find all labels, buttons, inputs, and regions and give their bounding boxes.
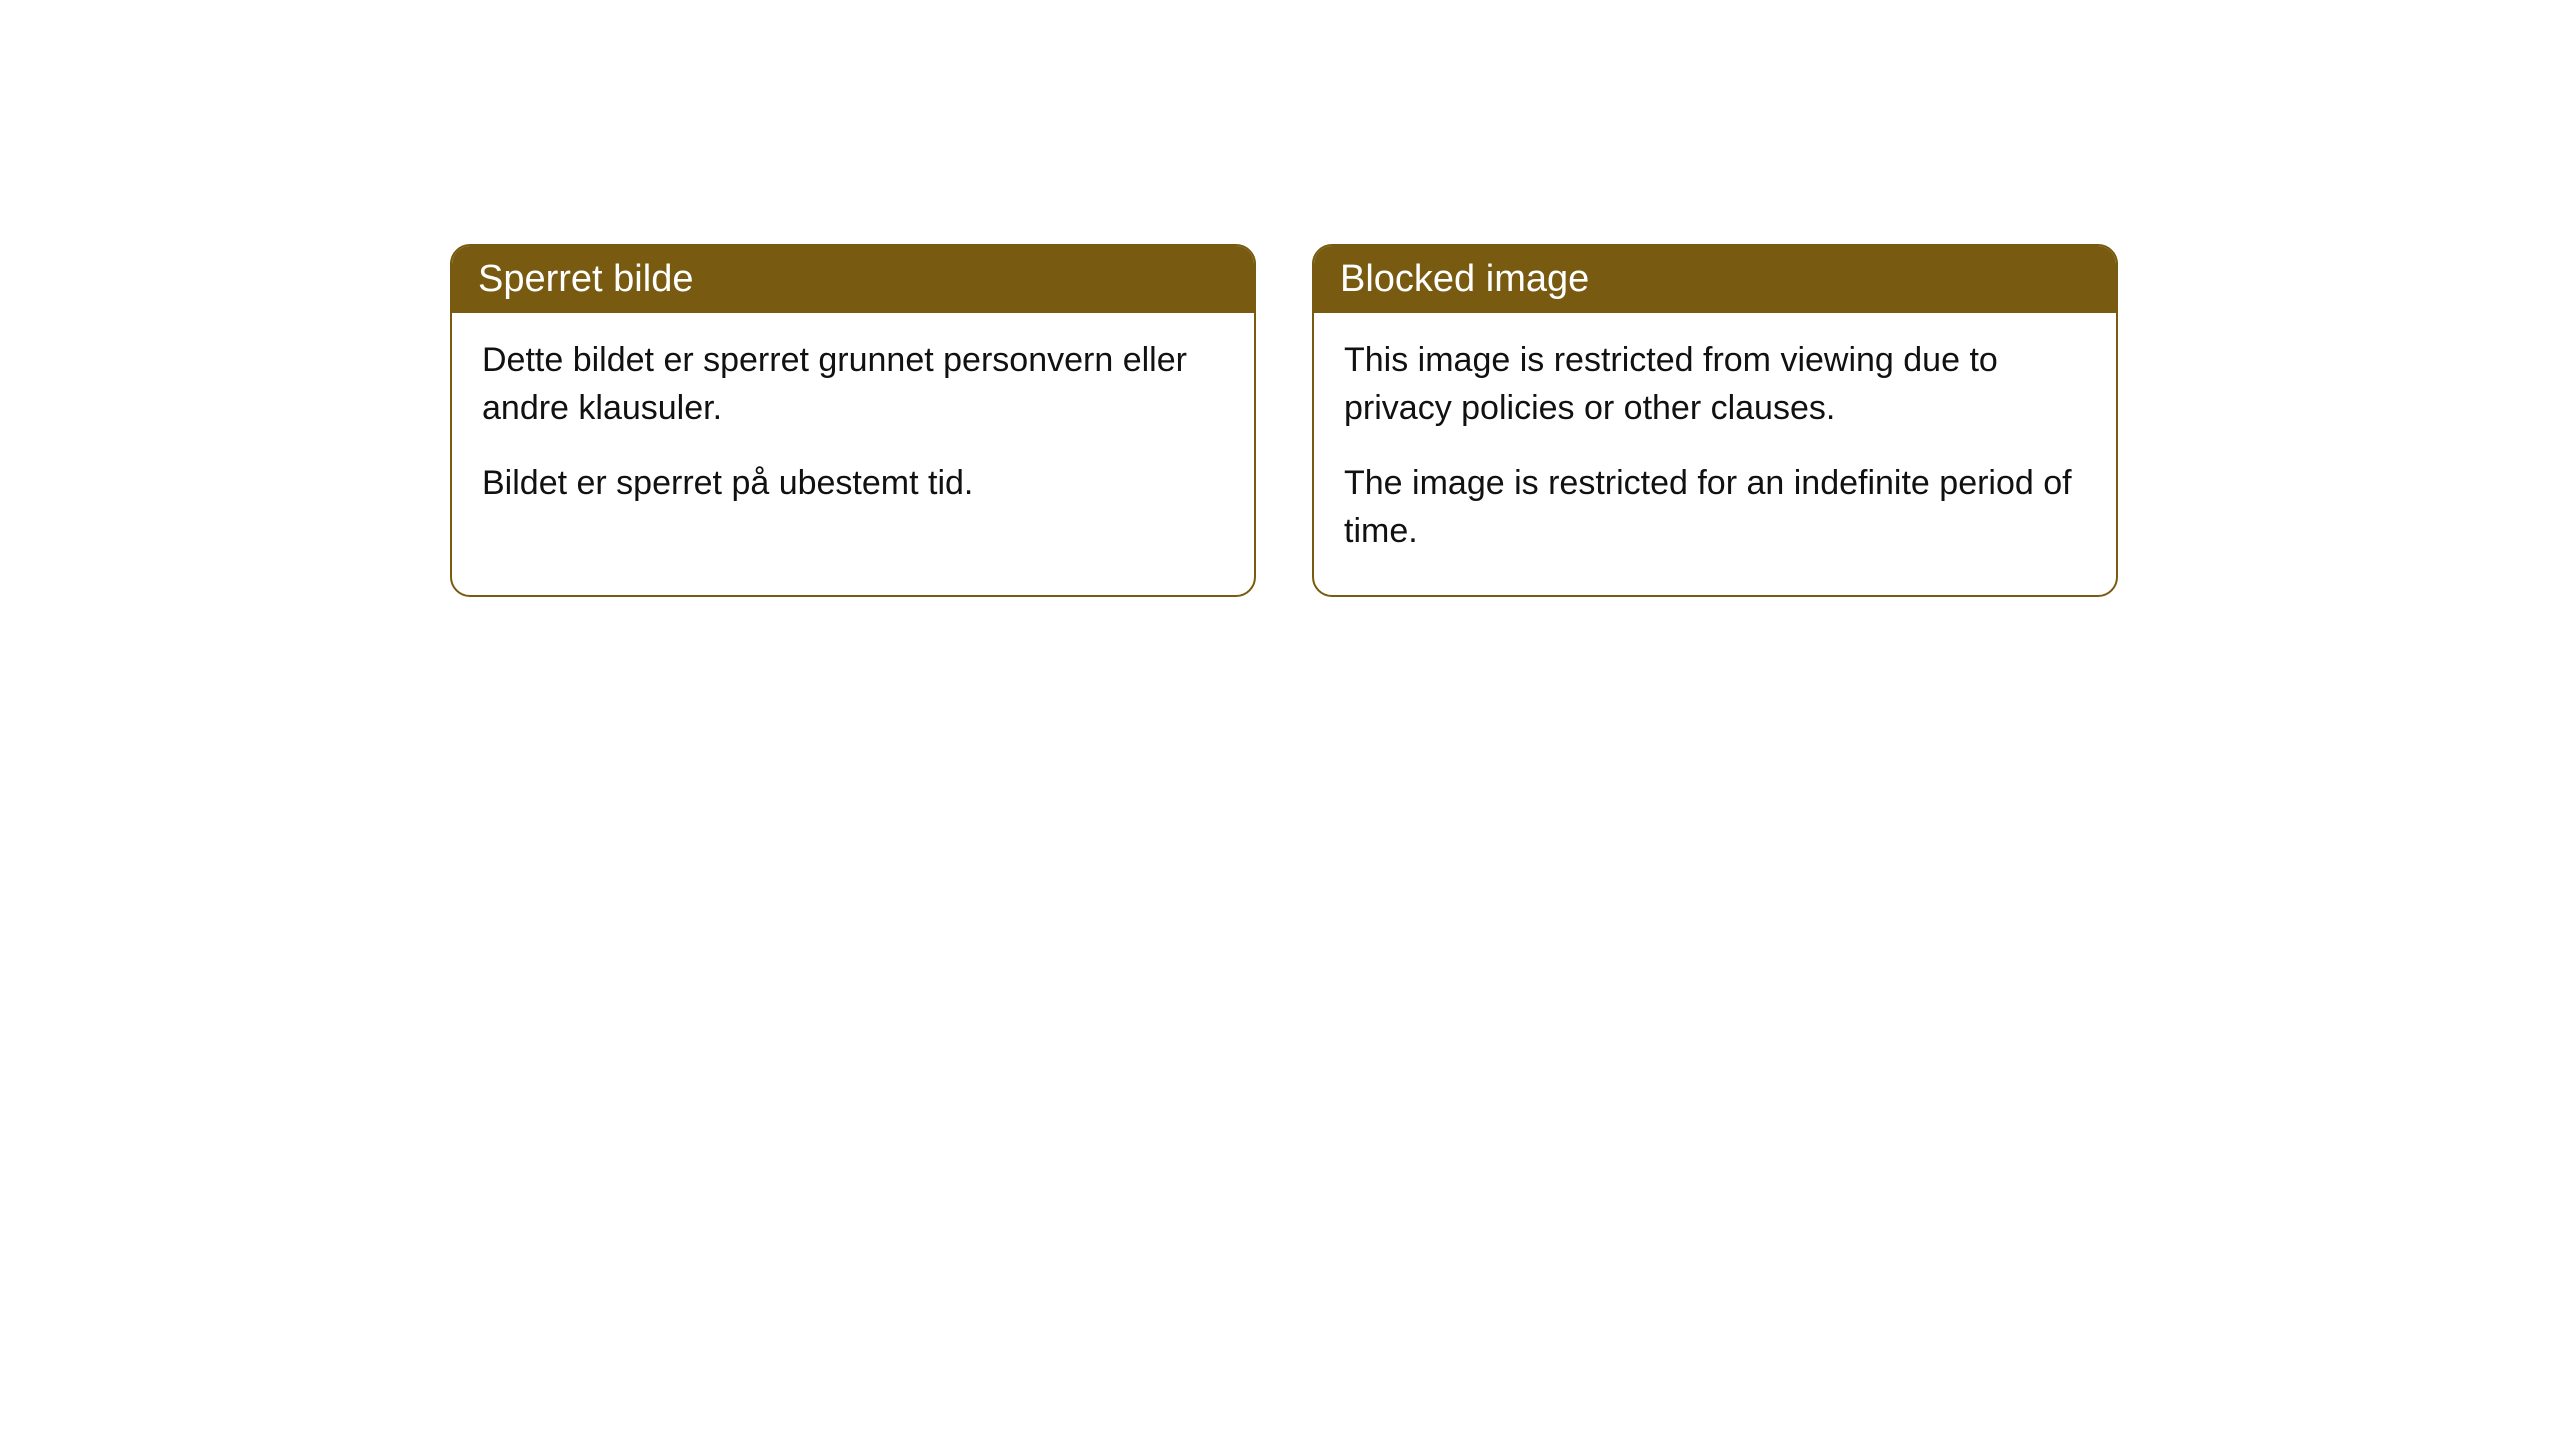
card-body: Dette bildet er sperret grunnet personve…: [452, 313, 1254, 548]
card-paragraph: Bildet er sperret på ubestemt tid.: [482, 460, 1224, 508]
card-header: Blocked image: [1314, 246, 2116, 313]
card-header: Sperret bilde: [452, 246, 1254, 313]
card-body: This image is restricted from viewing du…: [1314, 313, 2116, 595]
card-paragraph: Dette bildet er sperret grunnet personve…: [482, 337, 1224, 432]
card-paragraph: The image is restricted for an indefinit…: [1344, 460, 2086, 555]
card-paragraph: This image is restricted from viewing du…: [1344, 337, 2086, 432]
card-title: Sperret bilde: [478, 258, 693, 300]
card-title: Blocked image: [1340, 258, 1589, 300]
notice-card-norwegian: Sperret bilde Dette bildet er sperret gr…: [450, 244, 1256, 597]
notice-card-english: Blocked image This image is restricted f…: [1312, 244, 2118, 597]
notice-container: Sperret bilde Dette bildet er sperret gr…: [0, 0, 2560, 597]
